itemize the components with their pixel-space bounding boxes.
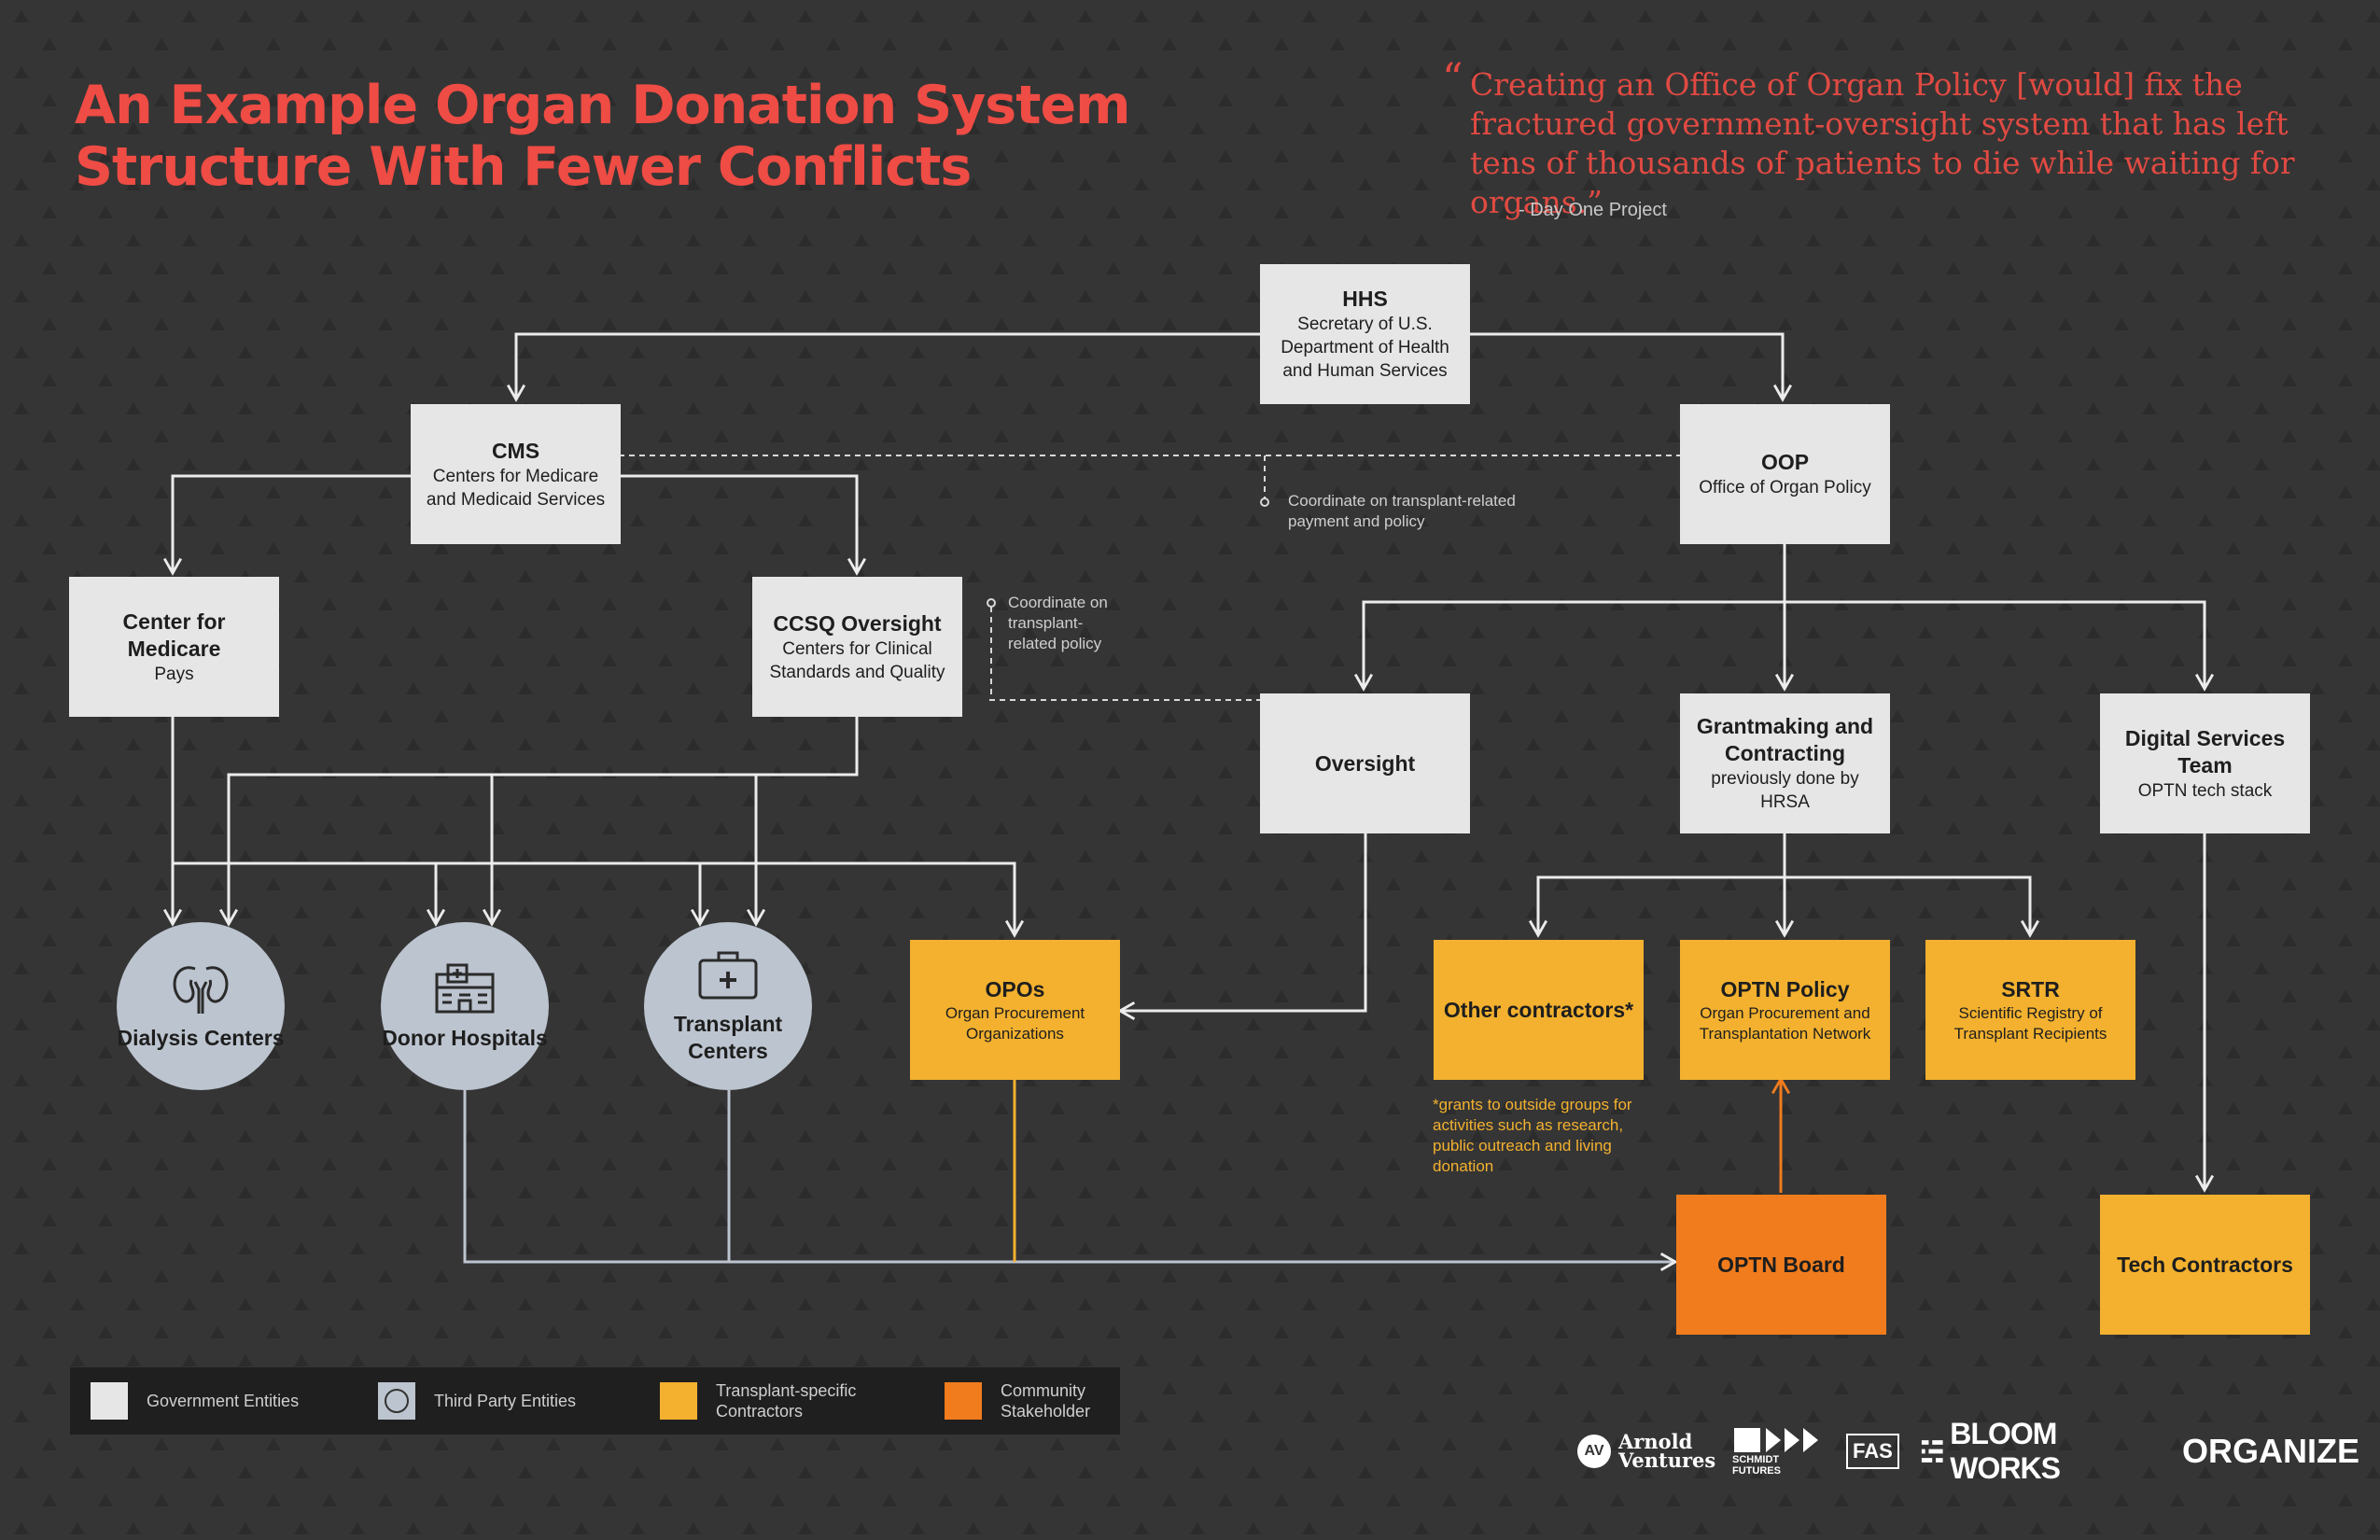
legend-item-government: Government Entities xyxy=(91,1367,299,1435)
node-optn-policy-subtitle: Organ Procurement and Transplantation Ne… xyxy=(1699,1003,1871,1043)
legend: Government Entities Third Party Entities… xyxy=(70,1367,1120,1435)
node-center-for-medicare: Center for Medicare Pays xyxy=(69,577,279,717)
node-hhs-subtitle: Secretary of U.S. Department of Health a… xyxy=(1281,315,1449,381)
node-digital-subtitle: OPTN tech stack xyxy=(2137,780,2273,801)
node-opos-subtitle: Organ Procurement Organizations xyxy=(945,1003,1085,1043)
note-coordinate-payment: Coordinate on transplant-related payment… xyxy=(1288,492,1516,530)
legend-item-third-party: Third Party Entities xyxy=(378,1367,576,1435)
legend-swatch-community xyxy=(945,1382,982,1420)
node-donor-title: Donor Hospitals xyxy=(382,1025,548,1050)
title-line-2: Structure With Fewer Conflicts xyxy=(75,136,972,198)
quote-attribution: - Day One Project xyxy=(1519,200,1667,220)
node-other-contractors: Other contractors* xyxy=(1434,940,1644,1080)
organize-text: ORGANIZE xyxy=(2181,1432,2359,1470)
arnold-ventures-text: Arnold Ventures xyxy=(1618,1430,1716,1472)
organize-logo: ORGANIZE xyxy=(2182,1432,2359,1471)
node-optn-policy: OPTN Policy Organ Procurement and Transp… xyxy=(1680,940,1890,1080)
schmidt-futures-mark xyxy=(1734,1428,1818,1452)
kidneys-icon xyxy=(173,965,229,1014)
node-cms-title: CMS xyxy=(491,438,540,463)
node-oversight-title: Oversight xyxy=(1314,750,1416,776)
node-cms-subtitle: Centers for Medicare and Medicaid Servic… xyxy=(426,466,606,510)
node-dialysis-centers: Dialysis Centers xyxy=(117,922,285,1090)
node-hhs: HHS Secretary of U.S. Department of Heal… xyxy=(1260,264,1470,404)
page-title: An Example Organ Donation System Structu… xyxy=(75,75,1131,198)
legend-swatch-third-party xyxy=(378,1382,415,1420)
node-opos-title: OPOs xyxy=(985,976,1045,1001)
arnold-ventures-mark: AV xyxy=(1577,1435,1611,1468)
legend-item-contractors: Transplant-specific Contractors xyxy=(660,1367,856,1435)
partner-logos: AV Arnold Ventures SCHMIDT FUTURES FAS B… xyxy=(1577,1417,2380,1485)
node-ccsq-oversight: CCSQ Oversight Centers for Clinical Stan… xyxy=(752,577,962,717)
arnold-ventures-logo: AV Arnold Ventures xyxy=(1577,1430,1716,1472)
note-coordinate-policy: Coordinate on transplant-related policy xyxy=(1008,594,1108,652)
fas-text: FAS xyxy=(1846,1434,1899,1469)
legend-label-contractors: Transplant-specific Contractors xyxy=(716,1381,857,1421)
node-ccsq-title: CCSQ Oversight xyxy=(773,610,942,636)
bloom-works-text: BLOOM WORKS xyxy=(1950,1417,2061,1485)
legend-label-government: Government Entities xyxy=(147,1392,300,1410)
node-ccsq-subtitle: Centers for Clinical Standards and Quali… xyxy=(769,638,945,682)
node-srtr: SRTR Scientific Registry of Transplant R… xyxy=(1925,940,2135,1080)
node-transplant-centers: Transplant Centers xyxy=(644,922,812,1090)
node-srtr-subtitle: Scientific Registry of Transplant Recipi… xyxy=(1953,1003,2107,1043)
schmidt-futures-logo: SCHMIDT FUTURES xyxy=(1732,1426,1826,1477)
node-hhs-title: HHS xyxy=(1342,287,1388,311)
node-digital-title: Digital Services Team xyxy=(2124,725,2286,777)
bloom-works-mark xyxy=(1921,1440,1943,1463)
legend-item-community: Community Stakeholder xyxy=(945,1367,1090,1435)
node-oop: OOP Office of Organ Policy xyxy=(1680,404,1890,544)
node-tech-contractors: Tech Contractors xyxy=(2100,1195,2310,1335)
hospital-icon xyxy=(435,963,495,1013)
node-grantmaking: Grantmaking and Contracting previously d… xyxy=(1680,693,1890,833)
fas-logo: FAS xyxy=(1846,1434,1899,1469)
node-srtr-title: SRTR xyxy=(2001,976,2060,1001)
node-cms: CMS Centers for Medicare and Medicaid Se… xyxy=(411,404,621,544)
legend-swatch-contractors xyxy=(660,1382,697,1420)
node-grantmaking-subtitle: previously done by HRSA xyxy=(1711,769,1859,812)
note-grants: *grants to outside groups for activities… xyxy=(1433,1096,1632,1175)
medical-kit-icon xyxy=(698,951,758,1000)
node-oversight: Oversight xyxy=(1260,693,1470,833)
node-optn-board: OPTN Board xyxy=(1676,1195,1886,1335)
node-opos: OPOs Organ Procurement Organizations xyxy=(910,940,1120,1080)
quote-mark: “ xyxy=(1442,55,1463,103)
title-line-1: An Example Organ Donation System xyxy=(75,75,1131,136)
node-oop-subtitle: Office of Organ Policy xyxy=(1699,478,1871,497)
node-other-title: Other contractors* xyxy=(1443,997,1634,1022)
schmidt-futures-text: SCHMIDT FUTURES xyxy=(1732,1454,1781,1477)
node-transplant-title: Transplant Centers xyxy=(673,1012,783,1063)
node-oop-title: OOP xyxy=(1760,450,1810,474)
node-tech-title: Tech Contractors xyxy=(2117,1252,2293,1277)
quote-text: Creating an Office of Organ Policy [woul… xyxy=(1470,66,2295,220)
bloom-works-logo: BLOOM WORKS xyxy=(1920,1417,2162,1486)
node-digital-services: Digital Services Team OPTN tech stack xyxy=(2100,693,2310,833)
legend-swatch-government xyxy=(91,1382,128,1420)
node-dialysis-title: Dialysis Centers xyxy=(117,1025,285,1050)
node-medicare-subtitle: Pays xyxy=(154,664,194,684)
icon-placeholder-icon xyxy=(385,1389,409,1413)
legend-label-community: Community Stakeholder xyxy=(1001,1381,1091,1421)
node-donor-hospitals: Donor Hospitals xyxy=(381,922,549,1090)
quote: “ Creating an Office of Organ Policy [wo… xyxy=(1442,59,2329,222)
node-optn-policy-title: OPTN Policy xyxy=(1720,976,1850,1001)
node-medicare-title: Center for Medicare xyxy=(122,609,226,661)
node-optn-board-title: OPTN Board xyxy=(1717,1252,1845,1277)
legend-label-third-party: Third Party Entities xyxy=(434,1392,577,1410)
node-grantmaking-title: Grantmaking and Contracting xyxy=(1696,714,1874,765)
